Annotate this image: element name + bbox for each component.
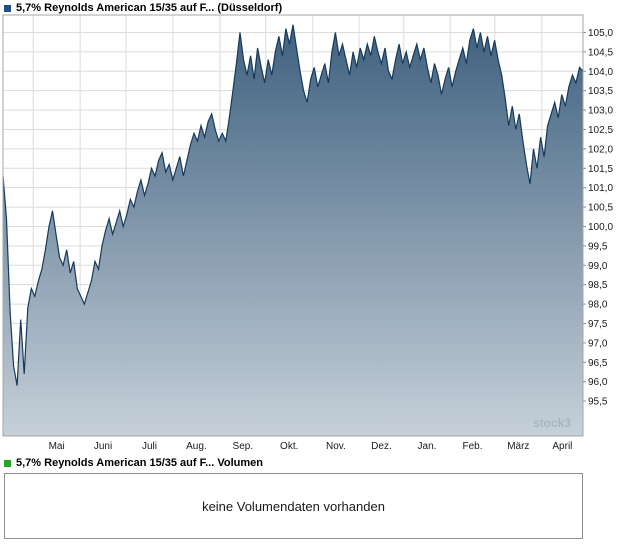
y-tick-label: 103,0 <box>588 106 613 117</box>
y-tick-label: 101,0 <box>588 183 613 194</box>
volume-legend-label: 5,7% Reynolds American 15/35 auf F... Vo… <box>16 457 263 469</box>
y-tick-label: 105,0 <box>588 28 613 39</box>
x-tick-label: Feb. <box>463 441 483 452</box>
y-tick-label: 104,0 <box>588 67 613 78</box>
plot-border <box>2 14 584 437</box>
price-chart: 105,0 104,5 104,0 103,5 103,0 102,5 102,0 101,5… <box>0 14 620 455</box>
y-tick-label: 102,0 <box>588 144 613 155</box>
x-tick-label: Sep. <box>233 441 254 452</box>
price-legend-label: 5,7% Reynolds American 15/35 auf F... (D… <box>16 2 283 14</box>
price-legend-swatch <box>4 5 11 12</box>
y-tick-label: 96,5 <box>588 358 608 369</box>
y-tick-label: 102,5 <box>588 125 613 136</box>
y-tick-label: 98,5 <box>588 280 608 291</box>
y-tick-label: 101,5 <box>588 164 613 175</box>
y-tick-label: 98,0 <box>588 300 608 311</box>
x-tick-label: Okt. <box>280 441 298 452</box>
y-tick-label: 97,5 <box>588 319 608 330</box>
y-tick-label: 99,0 <box>588 261 608 272</box>
price-chart-svg: 105,0 104,5 104,0 103,5 103,0 102,5 102,0 101,5… <box>2 14 613 452</box>
volume-empty-message: keine Volumendaten vorhanden <box>202 498 385 514</box>
x-tick-label: Juli <box>142 441 157 452</box>
y-tick-label: 100,5 <box>588 203 613 214</box>
volume-empty-box: keine Volumendaten vorhanden <box>4 473 583 539</box>
watermark-text: stock3 <box>533 416 571 430</box>
x-tick-label: April <box>552 441 572 452</box>
y-tick-label: 97,0 <box>588 338 608 349</box>
x-tick-label: Jan. <box>418 441 437 452</box>
y-tick-label: 96,0 <box>588 377 608 388</box>
x-tick-label: Juni <box>94 441 112 452</box>
x-tick-label: Nov. <box>326 441 346 452</box>
y-tick-label: 95,5 <box>588 397 608 408</box>
price-legend: 5,7% Reynolds American 15/35 auf F... (D… <box>0 0 620 14</box>
x-tick-label: Aug. <box>186 441 207 452</box>
y-tick-label: 104,5 <box>588 47 613 58</box>
area-series <box>3 24 583 436</box>
line-series <box>2 24 584 386</box>
y-tick-label: 100,0 <box>588 222 613 233</box>
volume-legend: 5,7% Reynolds American 15/35 auf F... Vo… <box>0 455 620 469</box>
volume-legend-swatch <box>4 460 11 467</box>
y-tick-label: 99,5 <box>588 241 608 252</box>
y-tick-label: 103,5 <box>588 86 613 97</box>
x-tick-label: Mai <box>49 441 65 452</box>
x-tick-label: März <box>507 441 529 452</box>
x-tick-label: Dez. <box>371 441 392 452</box>
